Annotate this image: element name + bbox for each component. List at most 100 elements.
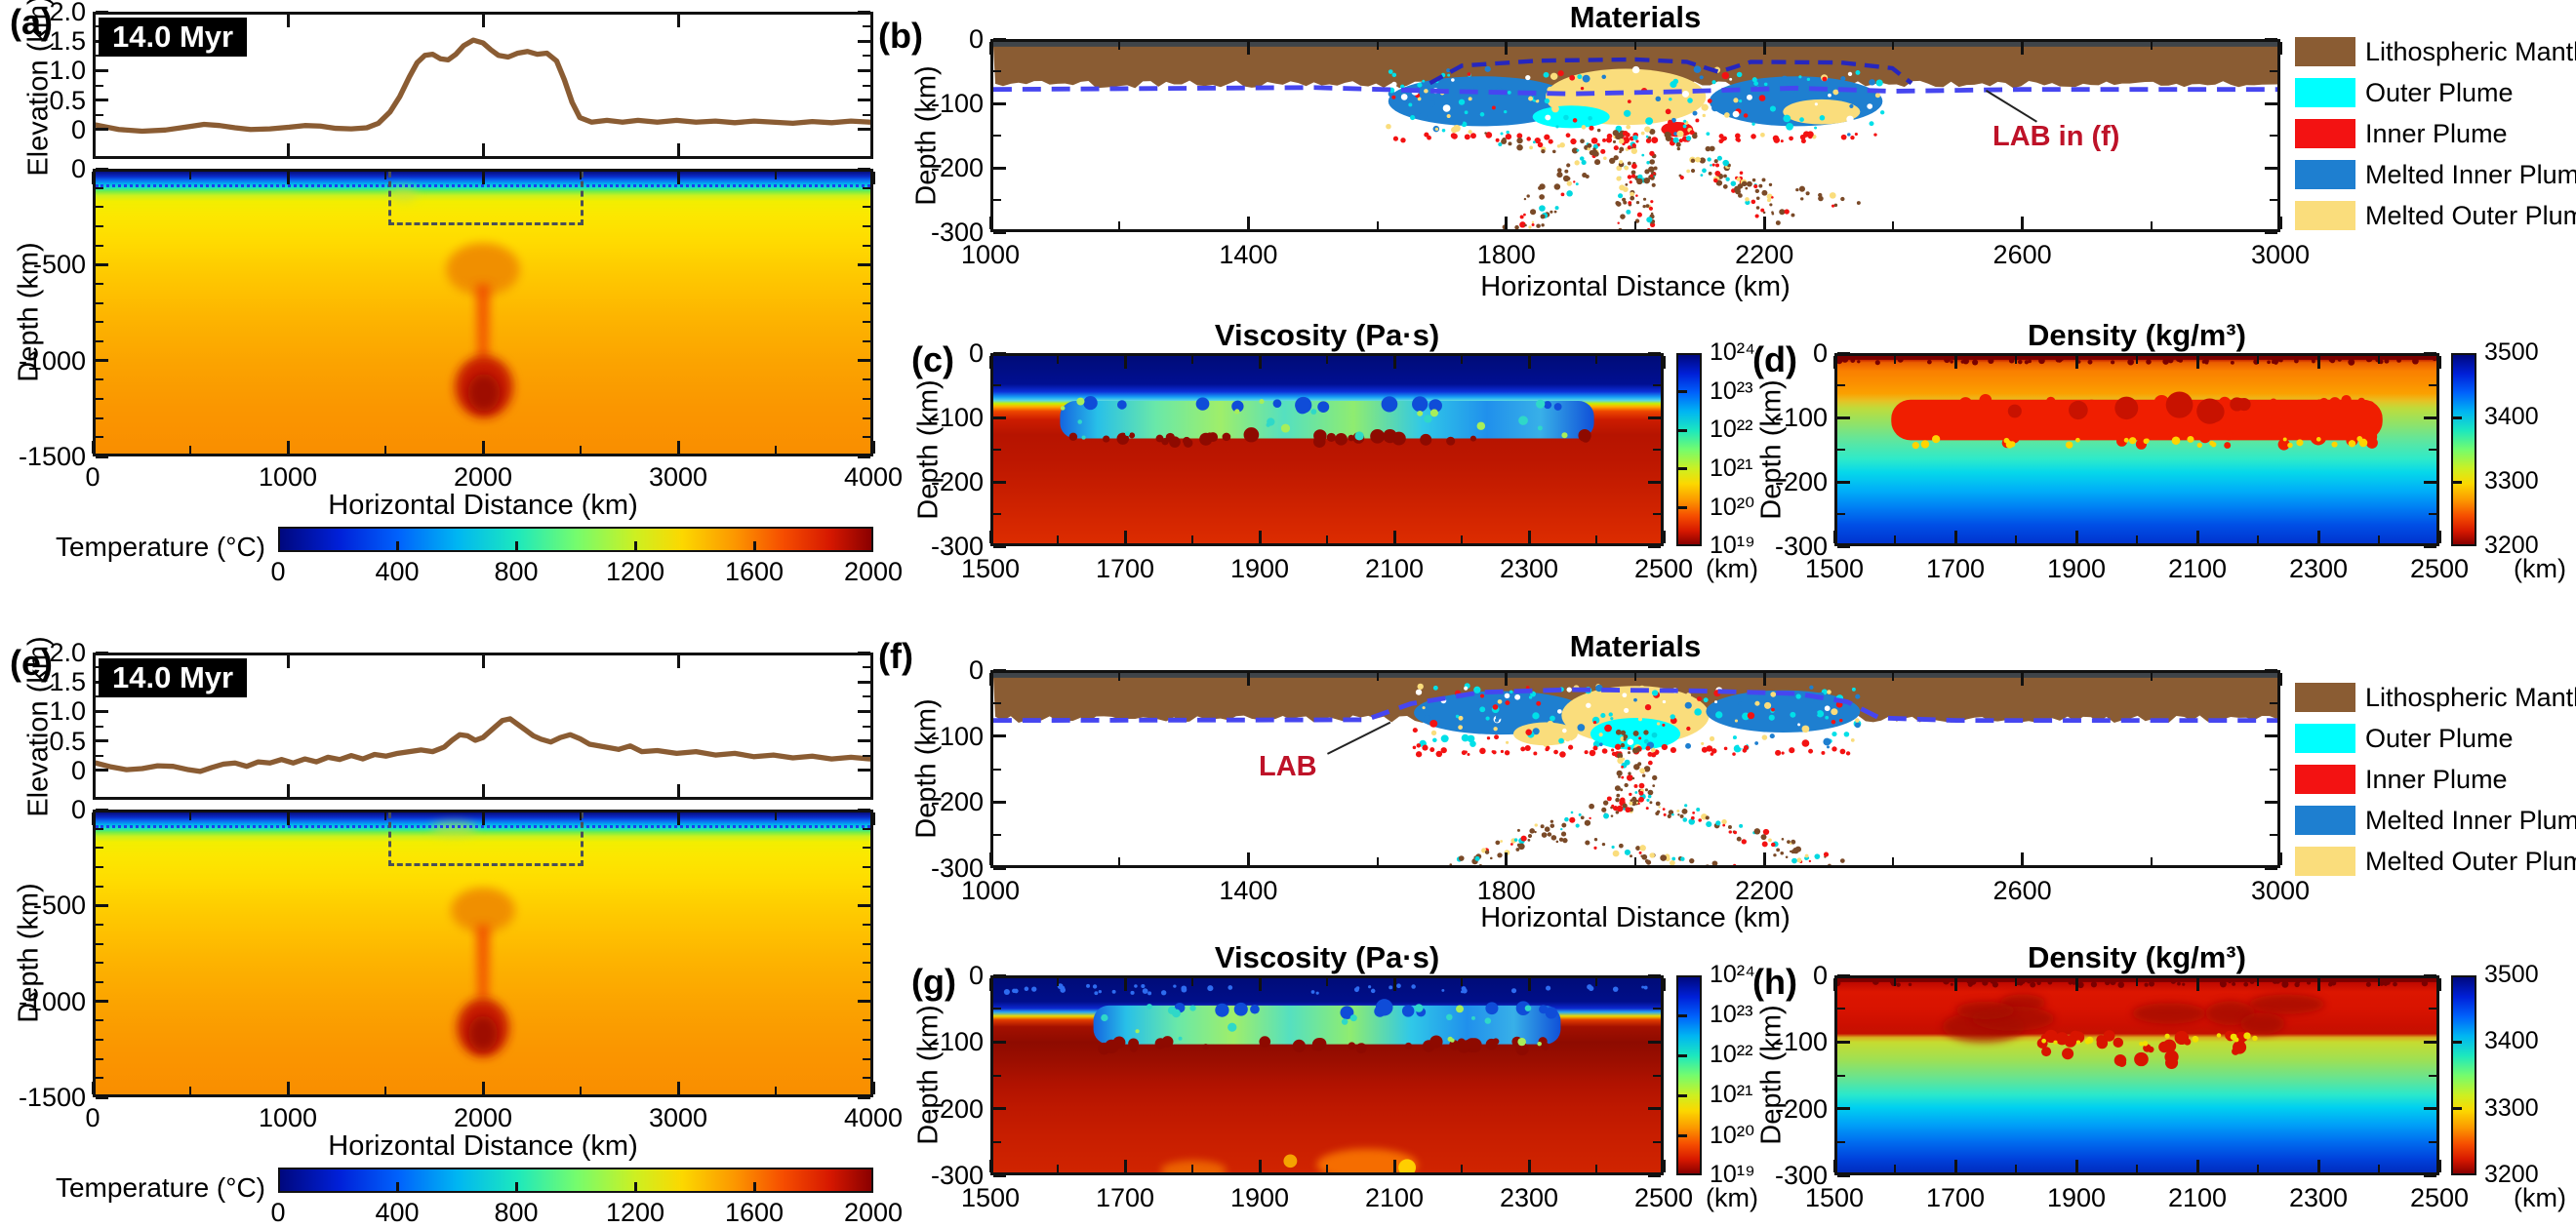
- axis-tick: [993, 1008, 1001, 1010]
- panel-f-materials-plot: [990, 670, 2280, 868]
- axis-tick: [863, 340, 870, 342]
- axis-tick: [2424, 973, 2436, 977]
- axis-tick: [863, 186, 870, 189]
- x-tick-label: 2500: [1633, 1183, 1694, 1212]
- axis-tick: [1953, 356, 1957, 369]
- panel-d-title: Density (kg/m³): [2028, 318, 2246, 352]
- axis-tick: [993, 834, 1001, 837]
- legend-swatch-outer-plume: [2295, 724, 2355, 753]
- y-tick-label: -200: [930, 787, 984, 817]
- colorbar-tick-label: 10²⁰: [1710, 1122, 1755, 1149]
- axis-tick: [2270, 701, 2277, 704]
- x-tick-label: 1400: [1219, 876, 1278, 905]
- axis-tick: [993, 513, 1001, 515]
- axis-tick: [1678, 428, 1687, 432]
- axis-tick: [863, 827, 870, 830]
- axis-tick: [1832, 978, 1836, 991]
- axis-tick: [863, 1039, 870, 1041]
- y-tick-label: 0: [70, 154, 86, 183]
- axis-tick: [1653, 513, 1661, 515]
- axis-tick: [1392, 531, 1396, 543]
- axis-tick: [2074, 356, 2078, 369]
- axis-tick: [481, 441, 485, 454]
- axis-tick: [993, 449, 1001, 451]
- colorbar-tick-label: 800: [494, 557, 539, 586]
- y-tick-label: 2.0: [49, 0, 86, 26]
- y-tick-label: -500: [32, 891, 86, 921]
- axis-tick: [2021, 852, 2025, 865]
- panel-c-viscosity-plot: [990, 353, 1664, 546]
- panel-g-x-unit: (km): [1706, 1183, 1758, 1212]
- axis-tick: [2150, 42, 2153, 50]
- x-tick-label: 1700: [1925, 1183, 1986, 1212]
- y-tick-label: 1.5: [49, 26, 86, 57]
- colorbar-tick-label: 10²³: [1710, 376, 1753, 405]
- axis-tick: [2265, 866, 2277, 870]
- axis-tick: [1527, 356, 1531, 369]
- y-tick-label: -300: [930, 853, 984, 883]
- axis-tick: [858, 262, 870, 266]
- y-tick-label: 0: [1812, 338, 1828, 368]
- axis-tick: [1648, 1040, 1661, 1044]
- y-tick-label: 0: [968, 655, 984, 685]
- axis-tick: [1246, 673, 1250, 686]
- axis-tick: [1762, 217, 1766, 229]
- axis-tick: [2015, 356, 2017, 364]
- axis-tick: [96, 885, 103, 888]
- axis-tick: [1258, 531, 1262, 543]
- axis-tick: [1191, 535, 1193, 543]
- axis-tick: [1653, 1074, 1661, 1077]
- axis-tick: [863, 244, 870, 247]
- axis-tick: [2378, 535, 2380, 543]
- panel-c-label: (c): [911, 339, 954, 379]
- axis-tick: [580, 812, 582, 820]
- y-tick-label: -100: [930, 89, 984, 118]
- axis-tick: [96, 962, 103, 965]
- axis-tick: [858, 1095, 870, 1099]
- axis-tick: [2378, 978, 2380, 986]
- axis-tick: [481, 655, 485, 668]
- panel-b-lab-annotation: LAB in (f): [1992, 121, 2120, 152]
- x-tick-label: 1000: [960, 876, 1021, 905]
- axis-tick: [286, 441, 290, 454]
- axis-tick: [2429, 1074, 2436, 1077]
- panel-d-density-field: [1837, 356, 2436, 543]
- axis-tick: [863, 416, 870, 419]
- colorbar-tick-label: 3300: [2484, 1093, 2539, 1122]
- y-tick-label: -200: [930, 1093, 984, 1124]
- axis-tick: [1246, 217, 1250, 229]
- axis-tick: [189, 172, 191, 179]
- axis-tick: [96, 651, 108, 654]
- axis-tick: [1762, 673, 1766, 686]
- axis-tick: [1258, 978, 1262, 991]
- axis-tick: [1392, 1160, 1396, 1172]
- legend-label-melted-inner-plume: Melted Inner Plume: [2365, 160, 2576, 189]
- axis-tick: [1595, 535, 1597, 543]
- panel-g-viscosity-plot: [990, 975, 1664, 1175]
- axis-tick: [871, 172, 875, 184]
- panel-a-elevation-plot: 14.0 Myr: [93, 12, 873, 159]
- x-tick-label: 2100: [1364, 554, 1425, 583]
- x-tick-label: 1000: [960, 240, 1021, 269]
- axis-tick: [481, 143, 485, 156]
- panel-g-viscosity-colorbar: [1676, 975, 1702, 1175]
- panel-c-title: Viscosity (Pa·s): [1214, 318, 1440, 352]
- axis-tick: [858, 128, 870, 132]
- axis-tick: [988, 1160, 992, 1172]
- y-tick-label: 0: [70, 795, 86, 824]
- x-tick-label: 1900: [1229, 1183, 1290, 1212]
- panel-d-density-overlay: [1837, 356, 2436, 451]
- axis-tick: [2424, 1040, 2436, 1044]
- axis-tick: [1527, 978, 1531, 991]
- axis-tick: [96, 981, 103, 983]
- panel-f-materials-field: [993, 673, 2277, 865]
- axis-tick: [863, 695, 870, 698]
- y-tick-label: -300: [930, 1161, 984, 1190]
- axis-tick: [96, 301, 103, 304]
- axis-tick: [863, 25, 870, 28]
- axis-tick: [2429, 1008, 2436, 1010]
- axis-tick: [1648, 351, 1661, 355]
- axis-tick: [1762, 852, 1766, 865]
- axis-tick: [1118, 857, 1121, 865]
- y-tick-label: -300: [930, 218, 984, 247]
